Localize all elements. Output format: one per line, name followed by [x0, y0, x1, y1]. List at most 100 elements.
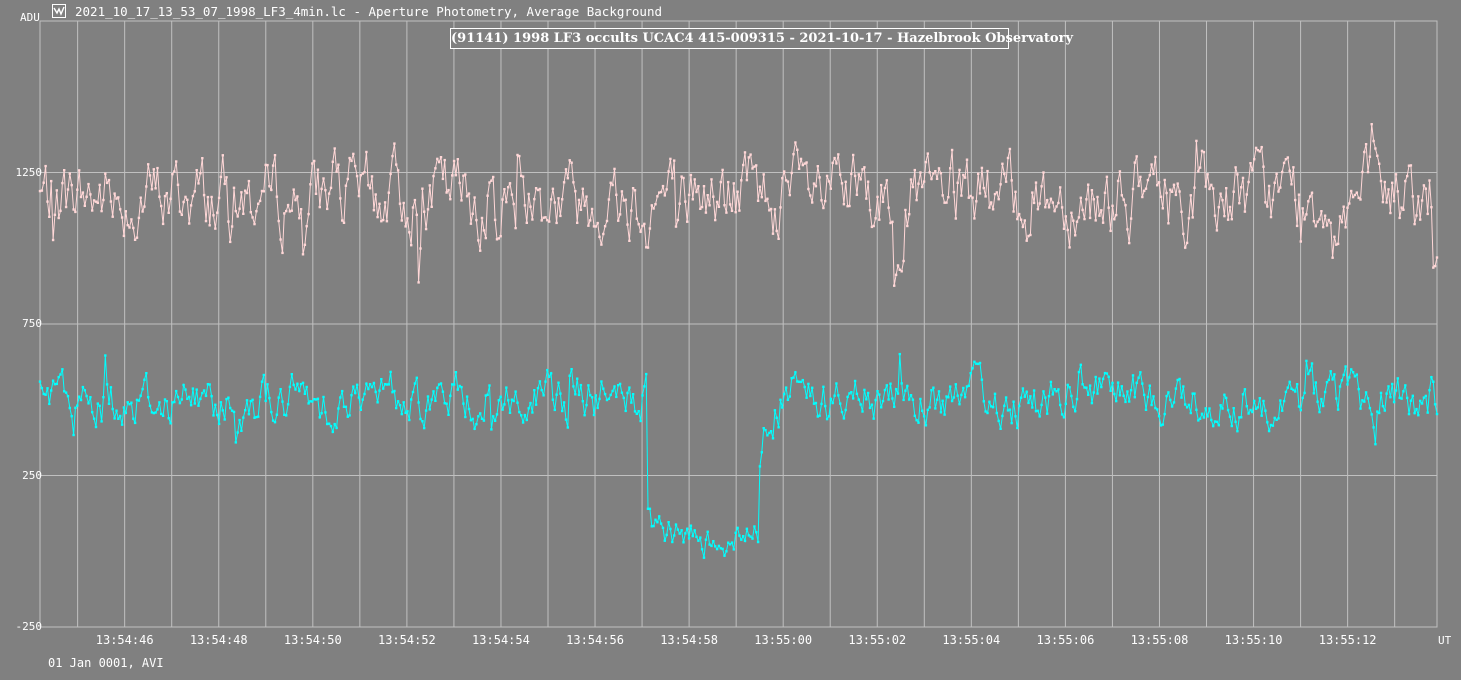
- data-point-target: [1003, 404, 1006, 407]
- data-point-target: [46, 387, 49, 390]
- data-point-target: [419, 417, 422, 421]
- data-point-comparison: [1297, 193, 1301, 196]
- data-point-target: [1092, 391, 1095, 394]
- data-point-comparison: [717, 205, 721, 208]
- data-point-target: [531, 411, 534, 414]
- data-point-comparison: [1032, 201, 1036, 205]
- data-point-comparison: [1006, 156, 1010, 160]
- data-point-target: [309, 400, 312, 403]
- data-point-comparison: [451, 174, 454, 177]
- data-point-comparison: [975, 200, 978, 203]
- data-point-target: [654, 518, 657, 521]
- data-point-target: [1262, 399, 1265, 403]
- data-point-target: [365, 382, 368, 385]
- data-point-comparison: [216, 211, 219, 214]
- data-point-target: [926, 408, 929, 411]
- data-point-target: [783, 392, 786, 396]
- data-point-comparison: [408, 231, 411, 234]
- data-point-comparison: [44, 164, 47, 168]
- data-point-comparison: [1225, 187, 1228, 190]
- data-point-target: [1170, 405, 1174, 408]
- data-point-target: [382, 387, 385, 390]
- data-point-comparison: [120, 216, 124, 219]
- data-point-target: [378, 389, 381, 392]
- data-point-target: [1105, 372, 1109, 375]
- data-point-comparison: [714, 218, 717, 222]
- data-point-target: [1364, 391, 1368, 394]
- data-point-target: [294, 388, 297, 391]
- data-point-comparison: [978, 192, 982, 195]
- data-point-comparison: [523, 204, 527, 207]
- data-point-target: [764, 428, 767, 432]
- data-point-target: [141, 387, 144, 391]
- data-point-comparison: [977, 172, 980, 175]
- data-point-comparison: [1424, 187, 1427, 190]
- data-point-target: [301, 381, 305, 384]
- data-point-comparison: [221, 154, 224, 157]
- data-point-comparison: [678, 202, 681, 205]
- data-point-target: [510, 398, 514, 401]
- data-point-comparison: [197, 182, 200, 185]
- x-tick-label: 13:54:48: [189, 633, 248, 647]
- data-point-comparison: [1258, 150, 1261, 153]
- data-point-target: [678, 532, 681, 535]
- data-point-comparison: [1389, 211, 1392, 215]
- x-tick-label: 13:55:00: [754, 633, 813, 647]
- y-tick-label: 1250: [15, 165, 43, 179]
- data-point-comparison: [941, 194, 944, 197]
- footer-date-label: 01 Jan 0001, AVI: [48, 656, 164, 670]
- data-point-comparison: [1398, 216, 1401, 220]
- data-point-comparison: [950, 148, 954, 152]
- data-point-target: [160, 412, 163, 416]
- data-point-target: [1133, 396, 1136, 399]
- data-point-comparison: [1320, 210, 1323, 213]
- data-point-comparison: [72, 208, 75, 211]
- data-point-target: [682, 541, 685, 544]
- data-point-comparison: [1174, 193, 1178, 197]
- data-point-target: [40, 386, 44, 390]
- data-point-comparison: [1351, 195, 1355, 199]
- data-point-comparison: [1139, 175, 1142, 179]
- data-point-target: [486, 393, 489, 396]
- data-point-comparison: [549, 198, 553, 201]
- data-point-target: [277, 396, 280, 399]
- data-point-comparison: [661, 184, 665, 188]
- data-point-comparison: [779, 206, 782, 209]
- data-point-comparison: [1187, 217, 1191, 220]
- data-point-target: [872, 417, 875, 420]
- data-point-comparison: [184, 195, 187, 199]
- data-point-comparison: [721, 168, 724, 172]
- data-point-comparison: [204, 219, 208, 223]
- data-point-comparison: [354, 164, 357, 168]
- data-point-target: [1350, 368, 1353, 371]
- data-point-target: [1029, 395, 1032, 398]
- data-point-comparison: [298, 217, 301, 220]
- data-point-target: [1260, 414, 1263, 417]
- data-point-comparison: [283, 212, 286, 215]
- data-point-comparison: [465, 195, 469, 198]
- data-point-comparison: [1116, 179, 1120, 183]
- data-point-comparison: [1049, 197, 1053, 200]
- data-point-comparison: [771, 232, 775, 235]
- data-point-target: [1299, 408, 1302, 412]
- data-point-comparison: [745, 178, 749, 182]
- data-point-comparison: [480, 216, 484, 220]
- data-point-comparison: [908, 213, 911, 216]
- data-point-comparison: [158, 195, 161, 198]
- data-point-target: [818, 414, 821, 417]
- data-point-comparison: [361, 172, 364, 175]
- light-curve-app-icon[interactable]: [52, 4, 66, 18]
- data-point-comparison: [288, 210, 292, 213]
- data-point-comparison: [1016, 217, 1019, 221]
- data-point-comparison: [911, 185, 915, 189]
- data-point-comparison: [1163, 178, 1166, 182]
- data-point-target: [1098, 377, 1101, 380]
- data-point-target: [857, 398, 860, 401]
- data-point-comparison: [133, 238, 137, 241]
- data-point-comparison: [673, 159, 676, 162]
- data-point-target: [893, 405, 896, 408]
- data-point-target: [1267, 429, 1271, 433]
- data-point-comparison: [1180, 210, 1183, 213]
- data-point-comparison: [1150, 163, 1153, 166]
- data-point-comparison: [900, 270, 903, 273]
